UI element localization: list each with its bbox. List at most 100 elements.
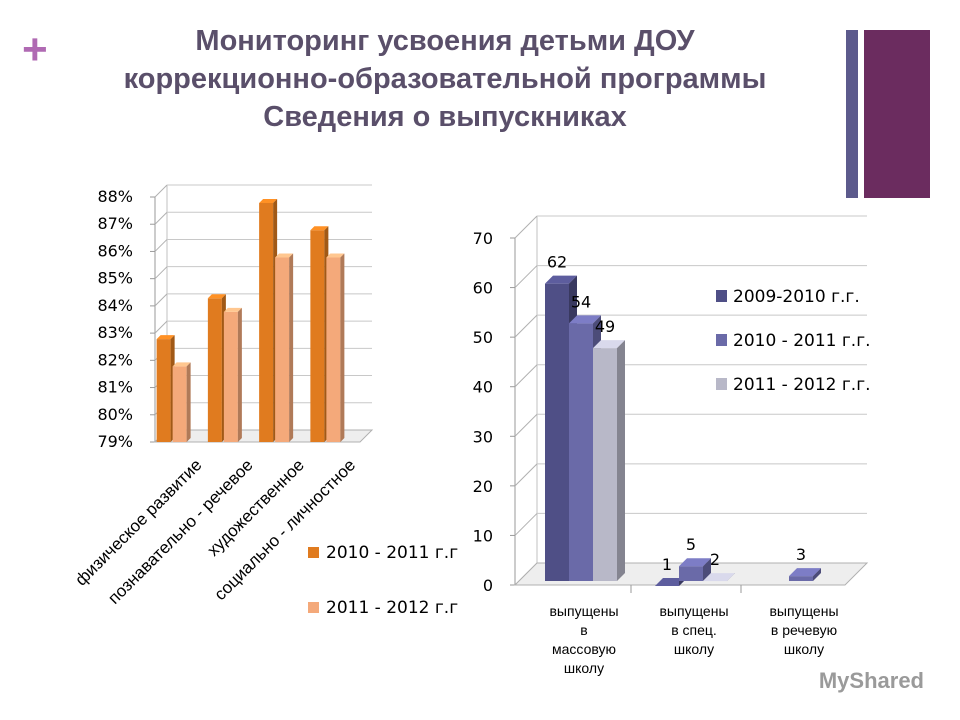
chart1-grid-diag bbox=[154, 293, 168, 307]
plus-decoration: + bbox=[22, 25, 48, 74]
chart1-legend-swatch bbox=[308, 547, 319, 558]
chart2-bar-front bbox=[789, 576, 813, 581]
chart2-tick-label: 0 bbox=[483, 576, 493, 595]
chart2-bar-top bbox=[679, 558, 711, 567]
chart1-bar bbox=[326, 253, 345, 442]
chart1-tick-label: 85% bbox=[97, 269, 133, 288]
chart2-category-label: школу bbox=[564, 660, 604, 676]
chart2-data-label: 49 bbox=[595, 317, 615, 336]
chart2-tick-label: 30 bbox=[473, 427, 493, 446]
chart2-tick-label: 50 bbox=[473, 328, 493, 347]
chart2-data-label: 5 bbox=[686, 535, 696, 554]
chart1-grid-diag bbox=[154, 320, 168, 334]
chart2-grid-diag bbox=[514, 463, 538, 487]
chart1-tick-label: 79% bbox=[97, 432, 133, 451]
chart1-bar-side bbox=[289, 253, 294, 442]
watermark-text: MyShared bbox=[818, 668, 924, 693]
chart1-bar bbox=[275, 253, 294, 442]
chart2-bar-top bbox=[545, 275, 577, 284]
chart1-bar-top bbox=[275, 253, 294, 258]
chart1-tick-label: 81% bbox=[97, 378, 133, 397]
chart2-data-label: 62 bbox=[547, 253, 567, 272]
chart1-grid-diag bbox=[154, 211, 168, 225]
title-line-3: Сведения о выпускниках bbox=[263, 101, 627, 133]
chart1-bar-front bbox=[207, 298, 222, 442]
chart2-bar bbox=[679, 558, 711, 581]
chart1-grid-diag bbox=[154, 184, 168, 198]
chart1-bar-top bbox=[172, 362, 191, 367]
chart1-bar-top bbox=[259, 199, 278, 203]
chart1-bar-front bbox=[275, 257, 290, 442]
chart2-bar-side bbox=[617, 340, 625, 581]
chart1-bar-side bbox=[237, 307, 242, 442]
chart1-legend-swatch bbox=[308, 602, 319, 613]
title-line-1: Мониторинг усвоения детьми ДОУ bbox=[195, 25, 695, 57]
chart2-category-label: школу bbox=[784, 641, 824, 657]
chart1-bar-front bbox=[259, 203, 274, 442]
chart2-grid-diag bbox=[514, 215, 538, 239]
chart2-bar-top bbox=[789, 568, 821, 577]
chart1-bar-side bbox=[186, 362, 191, 442]
chart2-tick-label: 40 bbox=[473, 378, 493, 397]
chart2-legend-swatch bbox=[716, 290, 727, 302]
chart2-category-label: массовую bbox=[552, 641, 616, 657]
chart2-data-label: 3 bbox=[796, 545, 806, 564]
chart1-grid-diag bbox=[154, 266, 168, 280]
chart1-bar bbox=[223, 307, 242, 442]
chart2-category-label: в речевую bbox=[771, 622, 837, 638]
chart1-bar-top bbox=[310, 226, 329, 231]
chart1-grid-diag bbox=[154, 239, 168, 252]
chart1-bar-front bbox=[310, 230, 325, 442]
chart2-tick-label: 10 bbox=[473, 526, 493, 545]
chart2-legend-label: 2009-2010 г.г. bbox=[733, 287, 860, 307]
chart2-data-label: 1 bbox=[662, 555, 672, 574]
chart2-bar-front bbox=[569, 323, 593, 581]
chart2-tick-label: 70 bbox=[473, 229, 493, 248]
chart2-legend-label: 2010 - 2011 г.г. bbox=[733, 331, 871, 351]
title-line-2: коррекционно-образовательной программы bbox=[123, 63, 767, 95]
chart2-grid-diag bbox=[514, 265, 538, 288]
chart2-category-label: в спец. bbox=[671, 622, 717, 638]
chart2-grid-diag bbox=[514, 513, 538, 536]
chart2-category-label: выпущены bbox=[769, 603, 838, 619]
chart2-bar-front bbox=[679, 566, 703, 581]
chart1-tick-label: 88% bbox=[97, 187, 133, 206]
chart1-bar-front bbox=[223, 311, 238, 442]
chart2-category-label: школу bbox=[674, 641, 714, 657]
chart2-tick-label: 20 bbox=[473, 477, 493, 496]
chart2-bar-side bbox=[727, 573, 735, 582]
chart2-data-label: 54 bbox=[571, 292, 591, 311]
chart2-bar-top bbox=[569, 315, 601, 324]
chart2-tick-label: 60 bbox=[473, 279, 493, 298]
chart1-bar-top bbox=[156, 335, 175, 340]
slide-title: Мониторинг усвоения детьми ДОУ коррекцио… bbox=[90, 22, 800, 136]
chart1-bar-top bbox=[207, 294, 226, 299]
chart1-legend-label: 2010 - 2011 г.г bbox=[326, 543, 458, 563]
chart1-tick-label: 87% bbox=[97, 214, 133, 233]
chart1-bar-front bbox=[172, 366, 187, 442]
chart1-tick-label: 80% bbox=[97, 405, 133, 424]
chart2-category-label: выпущены bbox=[659, 603, 728, 619]
chart1-tick-label: 84% bbox=[97, 296, 133, 315]
chart2-bar-front bbox=[545, 283, 569, 581]
chart1-tick-label: 83% bbox=[97, 323, 133, 342]
chart1-bar-top bbox=[326, 253, 345, 258]
chart2-legend-swatch bbox=[716, 378, 727, 390]
chart2-bar bbox=[789, 568, 821, 581]
chart1-tick-label: 82% bbox=[97, 350, 133, 369]
chart2-bar-top bbox=[703, 573, 735, 582]
chart2-bar-side bbox=[813, 568, 821, 581]
chart2-bar-top bbox=[593, 340, 625, 349]
chart1-bar bbox=[172, 362, 191, 442]
chart1-bar-front bbox=[326, 257, 341, 442]
chart2-grid-diag bbox=[514, 314, 538, 338]
chart2-grid-diag bbox=[514, 413, 538, 437]
chart2-legend-label: 2011 - 2012 г.г. bbox=[733, 375, 871, 395]
chart1-legend-label: 2011 - 2012 г.г bbox=[326, 598, 458, 618]
chart1-tick-label: 86% bbox=[97, 241, 133, 260]
chart1-bar-front bbox=[156, 339, 171, 442]
decor-bar-thin bbox=[846, 30, 858, 198]
chart2-bar-side bbox=[703, 558, 711, 581]
